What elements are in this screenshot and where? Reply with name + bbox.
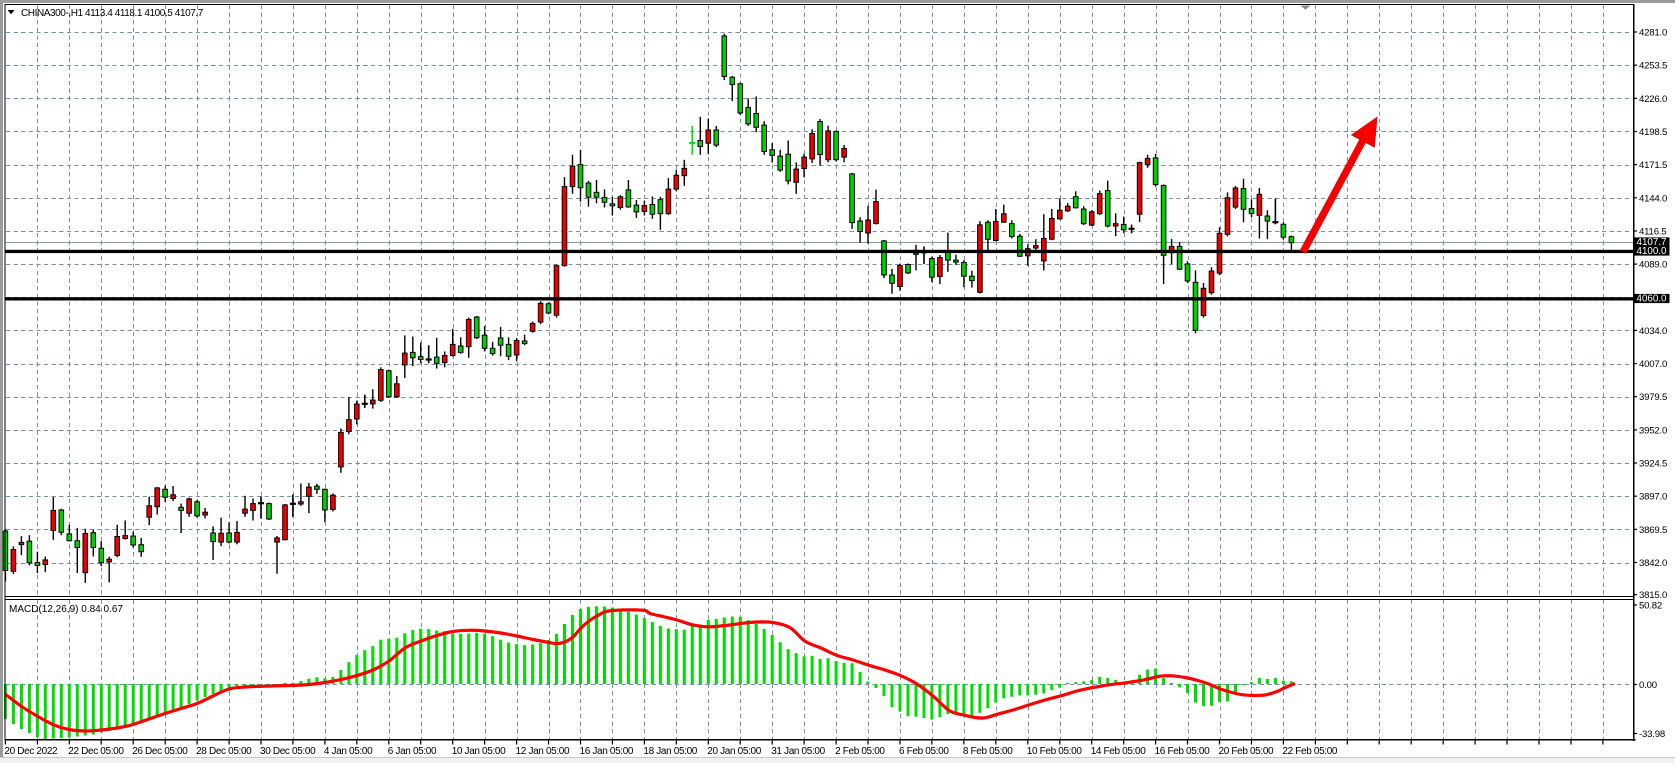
svg-text:2 Feb 05:00: 2 Feb 05:00 — [835, 746, 885, 757]
svg-text:4198.5: 4198.5 — [1639, 127, 1667, 138]
svg-text:4089.0: 4089.0 — [1639, 260, 1667, 271]
svg-text:3897.0: 3897.0 — [1639, 492, 1667, 503]
svg-text:4107.7: 4107.7 — [1637, 237, 1667, 248]
svg-text:4034.0: 4034.0 — [1639, 326, 1667, 337]
svg-text:20 Dec 2022: 20 Dec 2022 — [4, 746, 58, 757]
svg-text:4281.0: 4281.0 — [1639, 28, 1667, 39]
svg-text:50.82: 50.82 — [1639, 601, 1662, 612]
svg-text:20 Jan 05:00: 20 Jan 05:00 — [707, 746, 761, 757]
svg-text:4171.5: 4171.5 — [1639, 160, 1667, 171]
svg-text:18 Jan 05:00: 18 Jan 05:00 — [643, 746, 697, 757]
svg-text:4007.0: 4007.0 — [1639, 359, 1667, 370]
svg-text:MACD(12,26,9) 0.84 0.67: MACD(12,26,9) 0.84 0.67 — [9, 604, 123, 615]
svg-text:4116.5: 4116.5 — [1639, 227, 1666, 238]
svg-text:22 Feb 05:00: 22 Feb 05:00 — [1282, 746, 1338, 757]
svg-text:3924.5: 3924.5 — [1639, 459, 1667, 470]
svg-text:14 Feb 05:00: 14 Feb 05:00 — [1091, 746, 1147, 757]
svg-text:6 Jan 05:00: 6 Jan 05:00 — [388, 746, 437, 757]
svg-text:3952.0: 3952.0 — [1639, 425, 1667, 436]
svg-text:3842.0: 3842.0 — [1639, 558, 1667, 569]
svg-text:4060.0: 4060.0 — [1637, 294, 1668, 305]
svg-text:4144.0: 4144.0 — [1639, 193, 1667, 204]
svg-text:20 Feb 05:00: 20 Feb 05:00 — [1219, 746, 1275, 757]
svg-text:3979.5: 3979.5 — [1639, 392, 1667, 403]
svg-text:CHINA300-,H1 4113.4 4118.1 41: CHINA300-,H1 4113.4 4118.1 4100.5 4107.7 — [21, 8, 204, 19]
svg-text:31 Jan 05:00: 31 Jan 05:00 — [771, 746, 825, 757]
svg-text:4100.0: 4100.0 — [1637, 246, 1668, 257]
svg-text:3869.5: 3869.5 — [1639, 525, 1667, 536]
svg-text:3815.0: 3815.0 — [1639, 590, 1667, 601]
svg-text:6 Feb 05:00: 6 Feb 05:00 — [899, 746, 949, 757]
svg-text:10 Feb 05:00: 10 Feb 05:00 — [1027, 746, 1083, 757]
svg-text:-33.98: -33.98 — [1639, 729, 1665, 740]
svg-text:16 Jan 05:00: 16 Jan 05:00 — [580, 746, 634, 757]
svg-text:28 Dec 05:00: 28 Dec 05:00 — [196, 746, 252, 757]
svg-text:4226.0: 4226.0 — [1639, 94, 1667, 105]
svg-text:16 Feb 05:00: 16 Feb 05:00 — [1155, 746, 1211, 757]
svg-text:10 Jan 05:00: 10 Jan 05:00 — [452, 746, 506, 757]
svg-text:30 Dec 05:00: 30 Dec 05:00 — [260, 746, 316, 757]
svg-text:26 Dec 05:00: 26 Dec 05:00 — [132, 746, 188, 757]
svg-text:0.00: 0.00 — [1639, 680, 1657, 691]
svg-text:8 Feb 05:00: 8 Feb 05:00 — [963, 746, 1013, 757]
svg-text:4253.5: 4253.5 — [1639, 61, 1667, 72]
svg-text:12 Jan 05:00: 12 Jan 05:00 — [516, 746, 570, 757]
svg-text:22 Dec 05:00: 22 Dec 05:00 — [68, 746, 124, 757]
svg-text:4 Jan 05:00: 4 Jan 05:00 — [324, 746, 373, 757]
